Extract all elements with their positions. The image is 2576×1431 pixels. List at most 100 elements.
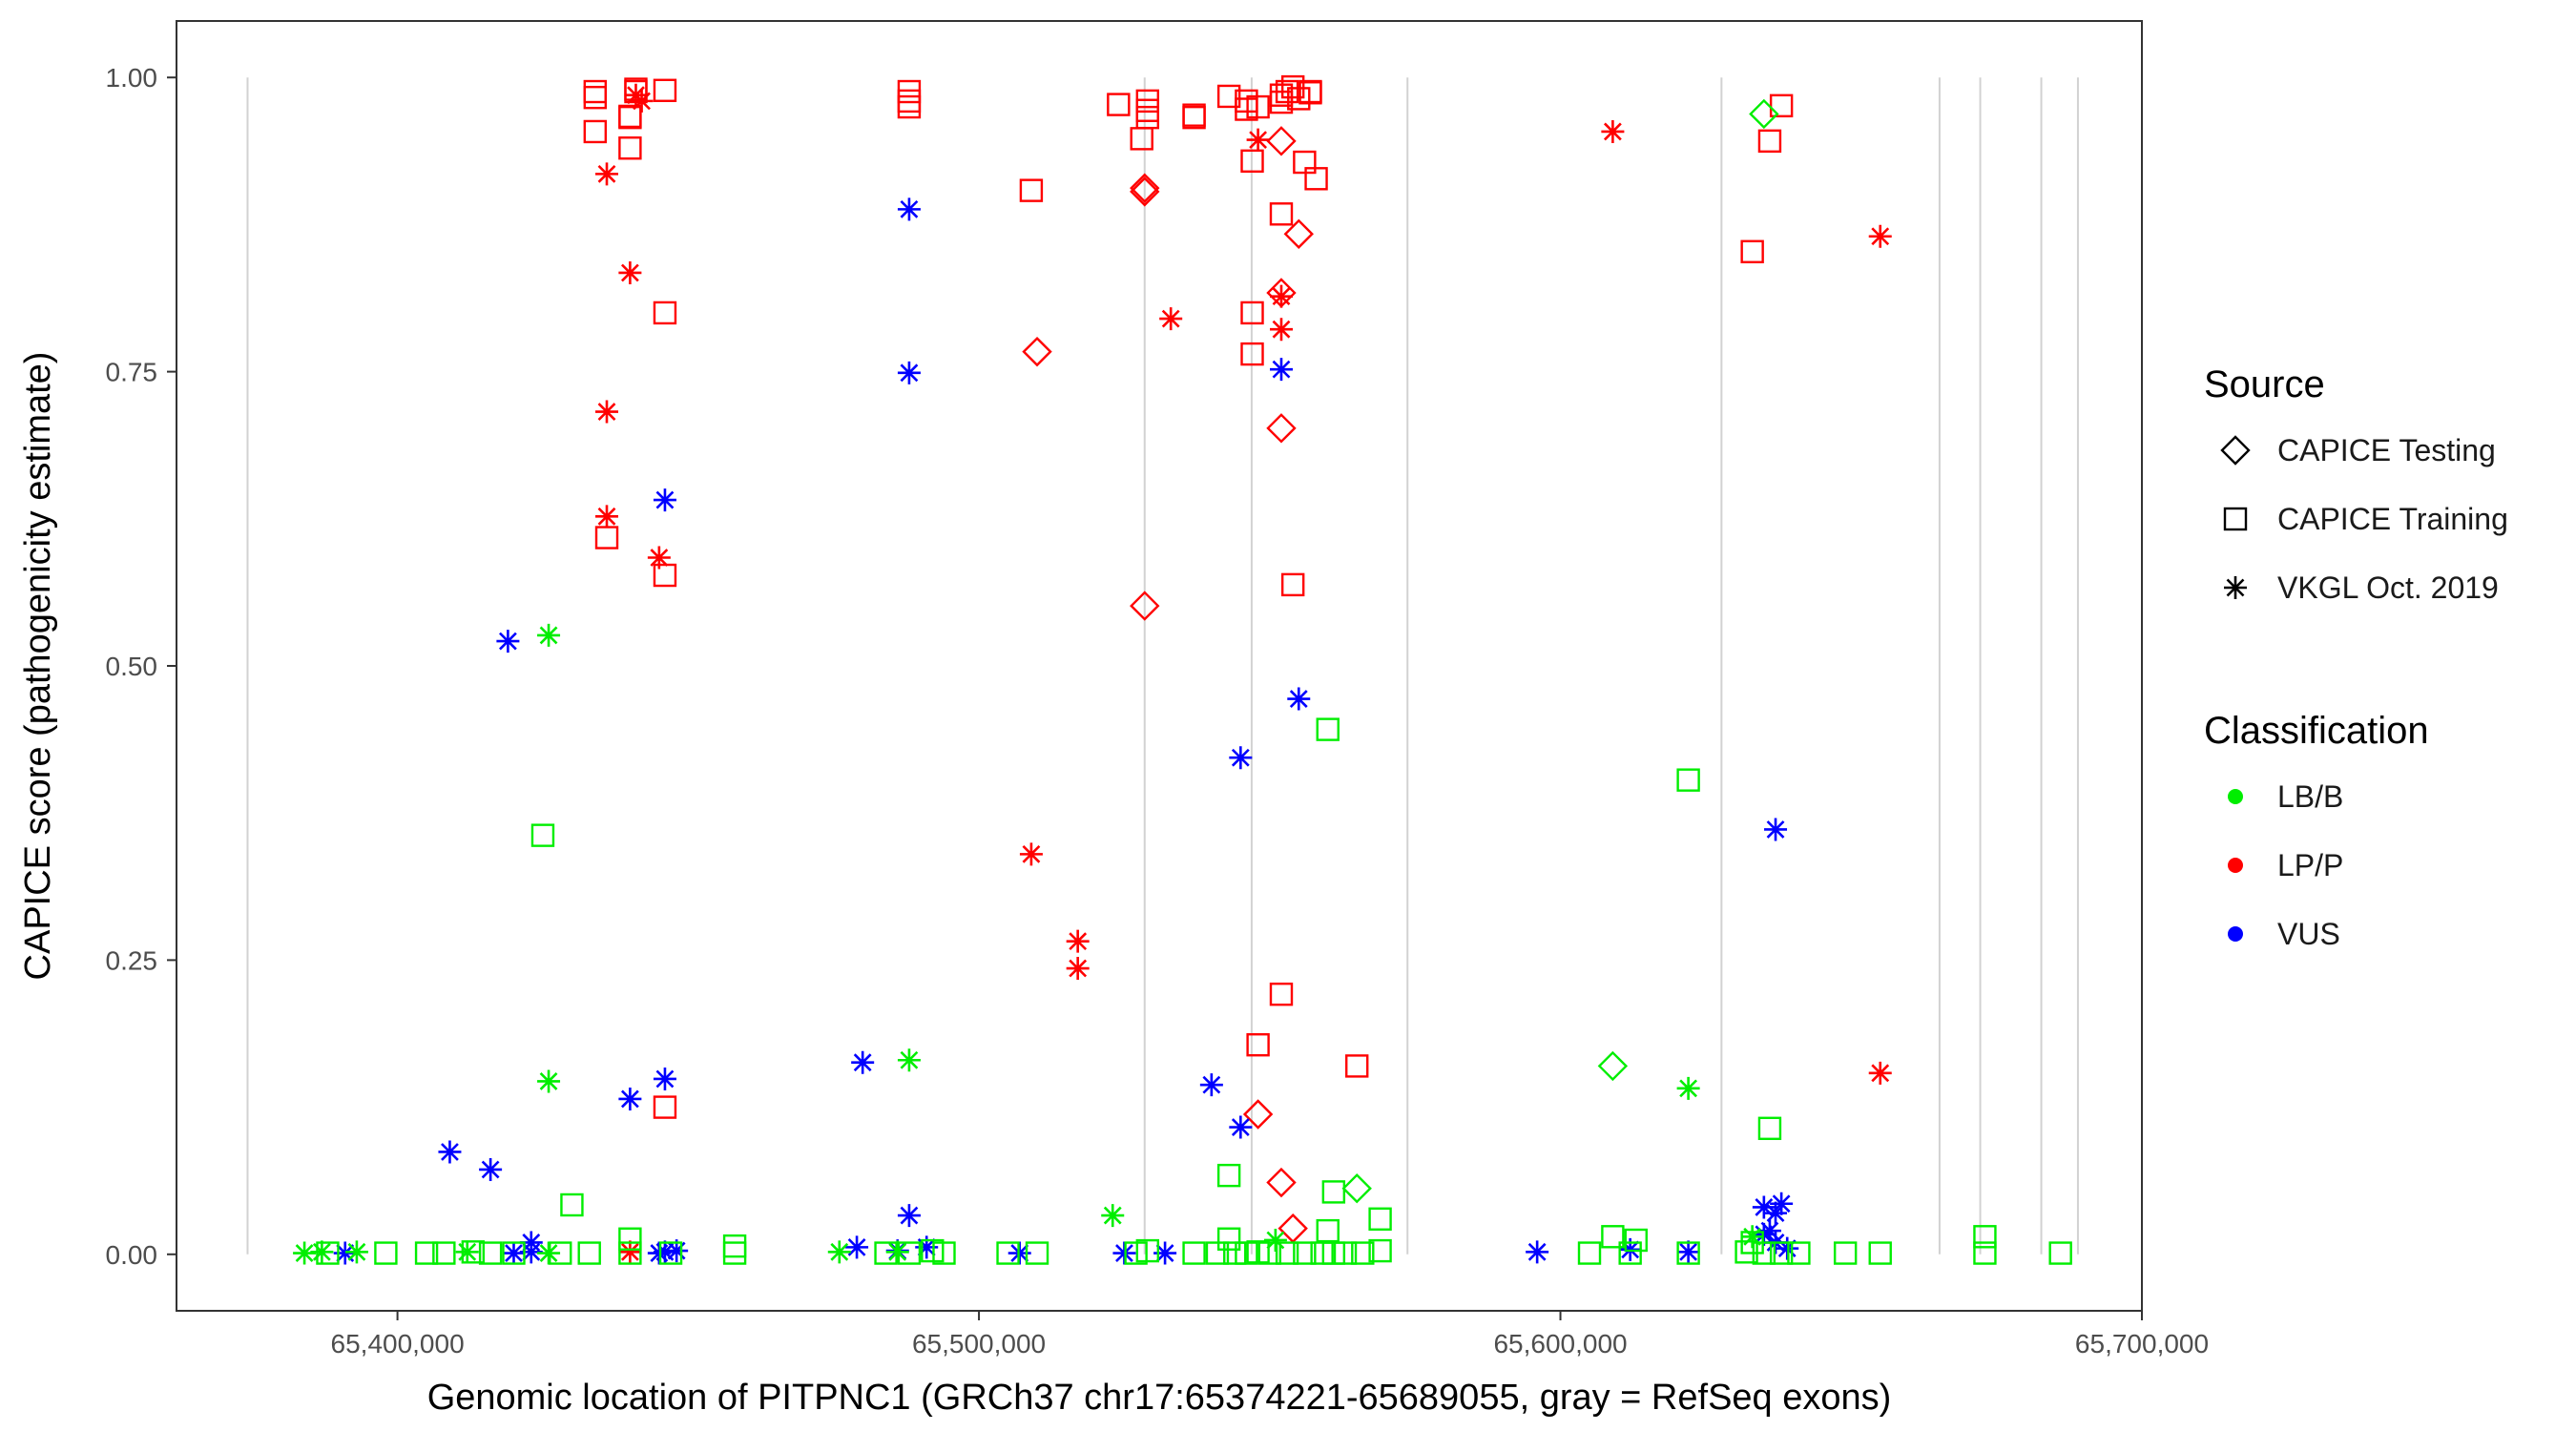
series-vus-vkgl — [333, 197, 1799, 1265]
data-point — [1757, 129, 1782, 154]
data-point — [1269, 982, 1294, 1006]
legend: Source CAPICE Testing CAPICE Training VKGL… — [2204, 363, 2508, 951]
data-point — [583, 85, 608, 110]
data-point — [1287, 687, 1311, 711]
data-point — [1266, 126, 1297, 156]
data-point — [1182, 1241, 1206, 1265]
data-point — [1345, 1054, 1369, 1078]
data-point — [537, 1069, 561, 1093]
legend-asterisk-icon — [2224, 576, 2247, 599]
data-point — [1868, 224, 1892, 248]
legend-classification-label: LP/P — [2277, 848, 2343, 882]
data-point — [1752, 1195, 1776, 1219]
y-axis-title: CAPICE score (pathogenicity estimate) — [18, 352, 58, 981]
legend-classification-label: LB/B — [2277, 779, 2343, 814]
data-point — [1769, 93, 1794, 118]
data-point — [1216, 1163, 1241, 1188]
data-point — [897, 1204, 921, 1228]
data-point — [1240, 149, 1264, 173]
data-point — [1107, 93, 1131, 116]
legend-classification-label: VUS — [2277, 917, 2340, 951]
data-point — [1526, 1240, 1549, 1264]
legend-source-label: CAPICE Training — [2277, 502, 2508, 536]
data-point — [333, 1241, 357, 1265]
y-tick-label: 0.25 — [106, 945, 158, 975]
data-point — [1740, 1225, 1764, 1249]
series-lp-p-testing — [1022, 126, 1314, 1244]
data-point — [530, 823, 555, 847]
data-point — [1066, 957, 1090, 981]
data-point — [1135, 1238, 1160, 1263]
data-point — [1304, 167, 1328, 191]
data-point — [1269, 284, 1293, 308]
exon-lines — [246, 77, 2079, 1255]
data-point — [618, 1227, 642, 1251]
data-point — [653, 1067, 676, 1090]
legend-source-title: Source — [2204, 363, 2325, 405]
data-point — [653, 301, 677, 325]
data-point — [1019, 178, 1044, 202]
data-point — [647, 546, 671, 570]
data-point — [1341, 1173, 1372, 1204]
data-point — [1321, 1180, 1346, 1204]
data-point — [1735, 1240, 1758, 1264]
legend-dot-icon — [2228, 789, 2243, 804]
data-point — [1676, 1076, 1700, 1100]
data-point — [1764, 1201, 1788, 1225]
data-point — [1159, 307, 1183, 331]
data-point — [1752, 1241, 1776, 1265]
data-point — [461, 1240, 486, 1264]
legend-dot-icon — [2228, 926, 2243, 942]
data-point — [1868, 1061, 1892, 1085]
data-point — [479, 1157, 503, 1181]
data-point — [897, 1241, 922, 1265]
series-lp-p-training — [583, 74, 1794, 1119]
data-point — [1316, 717, 1340, 741]
data-point — [658, 1241, 683, 1265]
data-point — [618, 1087, 642, 1110]
data-point — [851, 1050, 875, 1074]
data-point — [1269, 358, 1293, 382]
data-point — [1229, 1115, 1253, 1139]
data-point — [1269, 202, 1294, 226]
data-point — [1740, 239, 1764, 263]
data-point — [537, 623, 561, 647]
data-point — [1833, 1241, 1858, 1265]
data-point — [1973, 1241, 1997, 1265]
legend-source-label: VKGL Oct. 2019 — [2277, 570, 2499, 605]
legend-diamond-icon — [2220, 435, 2251, 466]
data-point — [1283, 218, 1314, 249]
data-point — [618, 1240, 642, 1264]
series-lb-b-training — [316, 717, 2072, 1265]
data-point — [310, 1240, 334, 1264]
data-point — [414, 1241, 439, 1265]
y-tick-label: 0.50 — [106, 652, 158, 681]
data-point — [577, 1241, 601, 1265]
x-tick-label: 65,500,000 — [912, 1329, 1046, 1358]
data-point — [293, 1241, 317, 1265]
data-point — [1676, 1241, 1700, 1265]
data-point — [1246, 1033, 1270, 1057]
x-axis: 65,400,000 65,500,000 65,600,000 65,700,000 — [331, 1311, 2209, 1358]
legend-source-label: CAPICE Testing — [2277, 433, 2496, 467]
data-point — [549, 1241, 572, 1265]
data-point — [1199, 1073, 1223, 1097]
data-point — [1025, 1241, 1049, 1265]
data-point — [1624, 1228, 1648, 1253]
data-point — [1242, 1099, 1274, 1130]
data-point — [653, 488, 676, 512]
data-point — [1597, 1050, 1629, 1082]
x-axis-title: Genomic location of PITPNC1 (GRCh37 chr1… — [427, 1378, 1892, 1418]
data-point — [1266, 413, 1297, 444]
data-point — [1240, 301, 1264, 325]
y-tick-label: 0.00 — [106, 1240, 158, 1270]
data-point — [438, 1140, 462, 1164]
data-point — [1266, 278, 1297, 308]
data-point — [1368, 1238, 1392, 1263]
data-point — [1130, 176, 1160, 207]
data-point — [1280, 572, 1305, 597]
legend-classification-entries: LB/B LP/P VUS — [2228, 779, 2343, 951]
data-point — [845, 1235, 869, 1259]
y-axis: 0.00 0.25 0.50 0.75 1.00 — [106, 63, 177, 1270]
